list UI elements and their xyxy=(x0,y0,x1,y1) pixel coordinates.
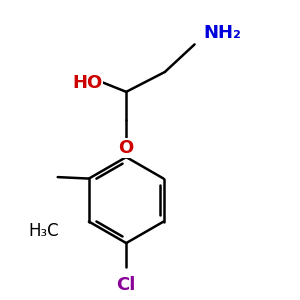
Text: Cl: Cl xyxy=(116,276,136,294)
Text: O: O xyxy=(118,139,134,157)
Text: NH₂: NH₂ xyxy=(203,23,242,41)
Text: HO: HO xyxy=(72,74,102,92)
Text: H₃C: H₃C xyxy=(29,222,59,240)
